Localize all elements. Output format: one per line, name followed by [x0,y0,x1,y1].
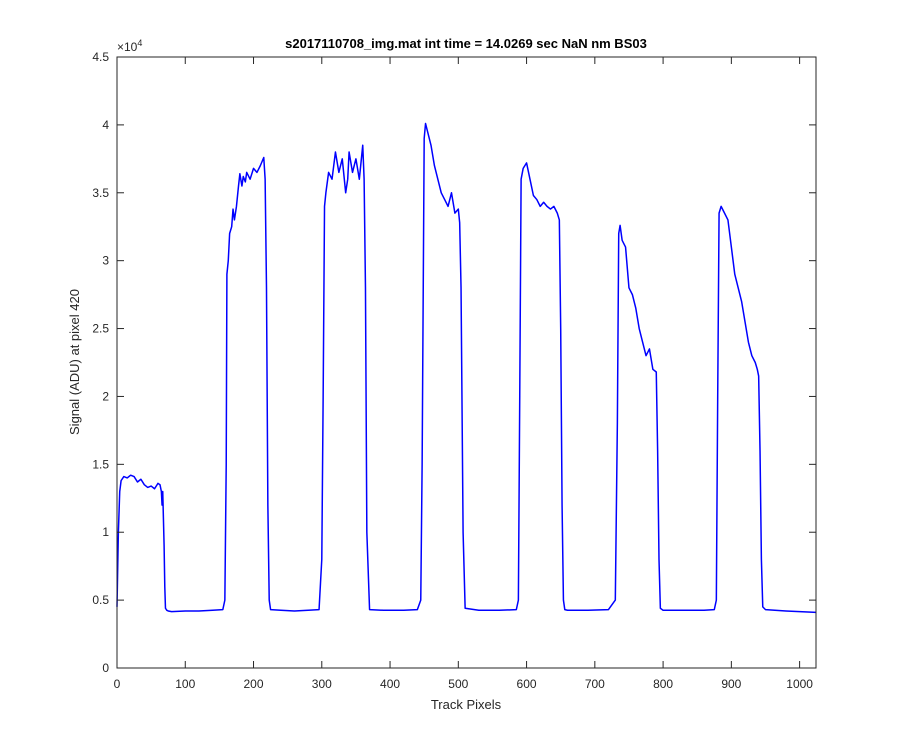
x-tick-label: 800 [653,677,673,691]
y-tick-label: 4.5 [92,50,109,64]
axes-box [116,56,817,669]
x-tick-label: 100 [175,677,195,691]
x-tick-label: 300 [312,677,332,691]
x-tick-label: 600 [517,677,537,691]
x-tick-label: 500 [448,677,468,691]
y-axis-label: Signal (ADU) at pixel 420 [67,289,82,435]
chart-title: s2017110708_img.mat int time = 14.0269 s… [285,36,647,51]
y-exponent-label: ×104 [117,38,142,54]
x-tick-label: 700 [585,677,605,691]
y-tick-label: 4 [102,118,109,132]
y-tick-label: 3 [102,254,109,268]
x-tick-label: 200 [244,677,264,691]
signal-series-line [116,122,817,614]
y-tick-label: 2 [102,389,109,403]
y-tick-label: 0 [102,661,109,675]
y-tick-label: 1.5 [92,457,109,471]
x-tick-label: 0 [114,677,121,691]
x-tick-label: 900 [721,677,741,691]
x-tick-label: 1000 [786,677,813,691]
x-tick-label: 400 [380,677,400,691]
y-tick-label: 2.5 [92,322,109,336]
y-tick-label: 3.5 [92,186,109,200]
y-tick-label: 1 [102,525,109,539]
x-axis-label: Track Pixels [431,697,502,712]
y-tick-label: 0.5 [92,593,109,607]
plot-area [117,57,816,668]
